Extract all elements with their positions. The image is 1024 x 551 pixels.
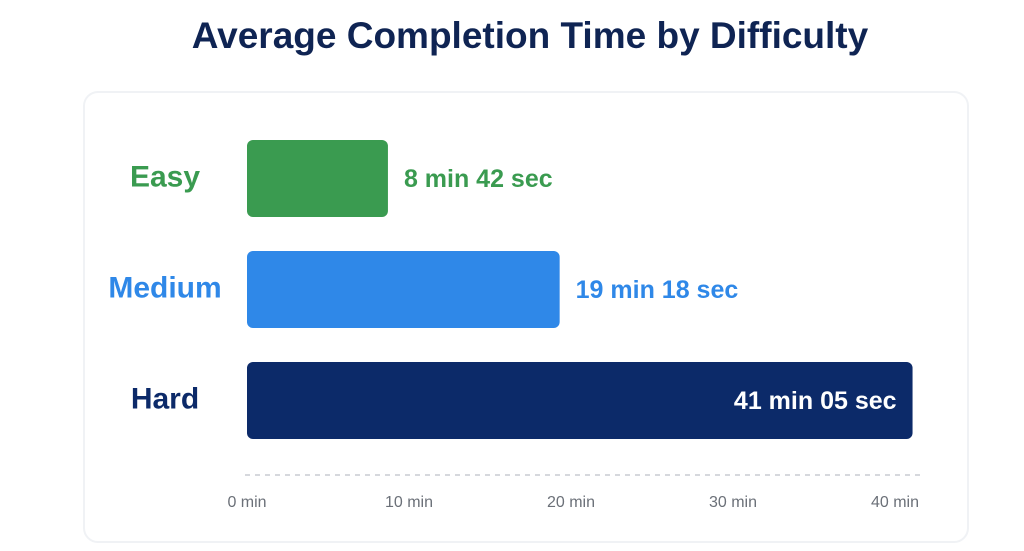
- x-tick-label: 0 min: [227, 494, 266, 511]
- category-label: Medium: [108, 271, 221, 304]
- bar: [247, 251, 560, 328]
- bar: [247, 140, 388, 217]
- value-label: 41 min 05 sec: [734, 387, 897, 415]
- value-label: 8 min 42 sec: [404, 165, 553, 193]
- value-label: 19 min 18 sec: [576, 276, 739, 304]
- x-tick-label: 40 min: [871, 494, 919, 511]
- x-tick-label: 10 min: [385, 494, 433, 511]
- x-tick-label: 20 min: [547, 494, 595, 511]
- bar: [247, 362, 913, 439]
- chart-title: Average Completion Time by Difficulty: [192, 15, 869, 56]
- category-label: Hard: [131, 382, 199, 415]
- category-label: Easy: [130, 160, 200, 193]
- x-tick-label: 30 min: [709, 494, 757, 511]
